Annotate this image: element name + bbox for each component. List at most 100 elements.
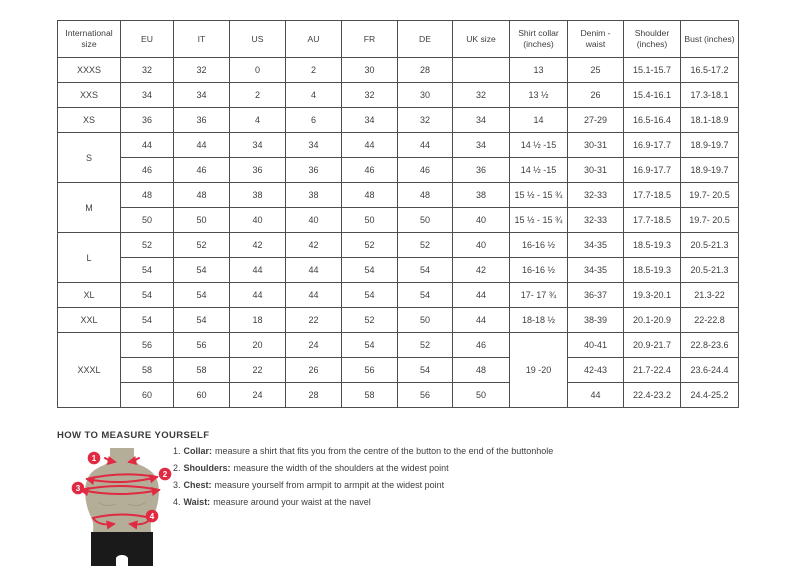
step-text: measure a shirt that fits you from the c… bbox=[215, 446, 554, 456]
table-row: 54 54 44 44 54 54 42 16-16 ½ 34-35 18.5-19.3 20.5-… bbox=[58, 257, 739, 283]
table-cell: 44 bbox=[452, 282, 510, 308]
table-cell: 44 bbox=[229, 282, 286, 308]
size-table: International size EU IT US AU FR DE UK size Shi… bbox=[57, 20, 739, 408]
table-cell: XL bbox=[57, 282, 121, 308]
table-cell: 52 bbox=[120, 232, 174, 258]
table-cell: 40 bbox=[452, 232, 510, 258]
table-cell: 42 bbox=[229, 232, 286, 258]
measure-step-chest: 3. Chest: measure yourself from armpit to … bbox=[173, 480, 553, 490]
table-cell: 19 -20 bbox=[509, 332, 568, 408]
table-cell: 44 bbox=[173, 132, 230, 158]
table-cell: 24 bbox=[229, 382, 286, 408]
table-cell: 18.5-19.3 bbox=[623, 232, 681, 258]
table-cell: 22.8-23.6 bbox=[680, 332, 739, 358]
measure-step-collar: 1. Collar: measure a shirt that fits you f… bbox=[173, 446, 553, 456]
table-cell: 23.6-24.4 bbox=[680, 357, 739, 383]
table-cell: 34 bbox=[229, 132, 286, 158]
measure-step-shoulders: 2. Shoulders: measure the width of the sho… bbox=[173, 463, 553, 473]
table-cell: 34 bbox=[452, 107, 510, 133]
measurement-arrows bbox=[79, 456, 161, 530]
table-cell: XXS bbox=[57, 82, 121, 108]
table-cell: 50 bbox=[397, 207, 453, 233]
table-row: XS 36 36 4 6 34 32 34 14 27-29 16.5-16.4 18.1-18.9 bbox=[57, 107, 739, 133]
table-cell: M bbox=[57, 182, 121, 233]
column-header: International size bbox=[57, 20, 121, 58]
table-cell: 36 bbox=[452, 157, 510, 183]
measurement-figure: 1 2 3 4 bbox=[60, 444, 184, 566]
mannequin-diagram: 1 2 3 4 bbox=[71, 448, 172, 566]
table-cell: 54 bbox=[341, 282, 398, 308]
table-cell: 18-18 ½ bbox=[509, 307, 568, 333]
table-cell: 19.7- 20.5 bbox=[680, 207, 739, 233]
table-cell: 2 bbox=[229, 82, 286, 108]
column-header: DE bbox=[397, 20, 453, 58]
table-cell: 24 bbox=[285, 332, 342, 358]
table-cell: 22-22.8 bbox=[680, 307, 739, 333]
table-cell: 32 bbox=[452, 82, 510, 108]
table-cell: 32 bbox=[173, 57, 230, 83]
shoulder-arc-bottom bbox=[85, 474, 159, 485]
table-cell: XXXS bbox=[57, 57, 121, 83]
table-row: XXS 34 34 2 4 32 30 32 13 ½ 26 15.4-16.1 17.3-18.1 bbox=[57, 82, 739, 108]
column-header: IT bbox=[173, 20, 230, 58]
table-row: XXL 54 54 18 22 52 50 44 18-18 ½ 38-39 20.1-20.9 22… bbox=[57, 307, 739, 333]
table-cell: 54 bbox=[120, 282, 174, 308]
column-header: EU bbox=[120, 20, 174, 58]
table-cell: 32-33 bbox=[567, 182, 624, 208]
table-cell: 17.7-18.5 bbox=[623, 207, 681, 233]
waist-arrow-left bbox=[92, 517, 116, 530]
table-cell: 46 bbox=[120, 157, 174, 183]
table-cell bbox=[452, 57, 510, 83]
table-cell: 58 bbox=[341, 382, 398, 408]
badge-1-circle bbox=[87, 451, 101, 465]
table-cell: 54 bbox=[397, 257, 453, 283]
table-cell: 26 bbox=[567, 82, 624, 108]
table-cell: 44 bbox=[229, 257, 286, 283]
step-text: measure around your waist at the navel bbox=[213, 497, 371, 507]
table-cell: 52 bbox=[397, 232, 453, 258]
table-cell: 54 bbox=[173, 282, 230, 308]
table-cell: 34 bbox=[285, 132, 342, 158]
badge-4-circle bbox=[145, 509, 159, 523]
table-cell: 52 bbox=[173, 232, 230, 258]
measurement-badges: 1 2 3 4 bbox=[71, 451, 172, 523]
table-cell: 22 bbox=[285, 307, 342, 333]
step-number: 3. bbox=[173, 480, 181, 490]
table-cell: 18.5-19.3 bbox=[623, 257, 681, 283]
table-cell: 38 bbox=[285, 182, 342, 208]
collar-arrow-left bbox=[104, 456, 117, 466]
table-cell: 15.4-16.1 bbox=[623, 82, 681, 108]
table-cell: 15.1-15.7 bbox=[623, 57, 681, 83]
table-cell: 60 bbox=[173, 382, 230, 408]
table-cell: 6 bbox=[285, 107, 342, 133]
table-cell: 32 bbox=[341, 82, 398, 108]
table-row: 46 46 36 36 46 46 36 14 ½ -15 30-31 16.9-17.7 18.9… bbox=[58, 157, 739, 183]
table-row: L 52 52 42 42 52 52 40 16-16 ½ 34-35 18.5-19.3 20.5… bbox=[57, 232, 739, 283]
table-cell: XXXL bbox=[57, 332, 121, 408]
table-cell: 16-16 ½ bbox=[509, 232, 568, 258]
table-cell: 36 bbox=[173, 107, 230, 133]
table-cell: 42 bbox=[452, 257, 510, 283]
column-header: Denim - waist bbox=[567, 20, 624, 58]
table-cell: 52 bbox=[341, 232, 398, 258]
measure-heading: HOW TO MEASURE YOURSELF bbox=[57, 430, 210, 441]
table-cell: 40 bbox=[229, 207, 286, 233]
table-cell: 54 bbox=[397, 357, 453, 383]
mannequin-chest-contour bbox=[97, 501, 147, 507]
table-cell: 0 bbox=[229, 57, 286, 83]
table-cell: 46 bbox=[452, 332, 510, 358]
table-cell: 22.4-23.2 bbox=[623, 382, 681, 408]
table-cell: 15 ½ - 15 ¾ bbox=[509, 207, 568, 233]
table-cell: 44 bbox=[285, 282, 342, 308]
table-cell: 18.9-19.7 bbox=[680, 157, 739, 183]
table-cell: 18 bbox=[229, 307, 286, 333]
table-cell: 26 bbox=[285, 357, 342, 383]
badge-2-circle bbox=[158, 467, 172, 481]
table-cell: 16-16 ½ bbox=[509, 257, 568, 283]
table-cell: 50 bbox=[173, 207, 230, 233]
table-cell: 21.3-22 bbox=[680, 282, 739, 308]
table-row: XL 54 54 44 44 54 54 44 17- 17 ¾ 36-37 19.3-20.1 21… bbox=[57, 282, 739, 308]
table-cell: 48 bbox=[120, 182, 174, 208]
table-cell: 36 bbox=[229, 157, 286, 183]
measure-step-waist: 4. Waist: measure around your waist at the… bbox=[173, 497, 553, 507]
